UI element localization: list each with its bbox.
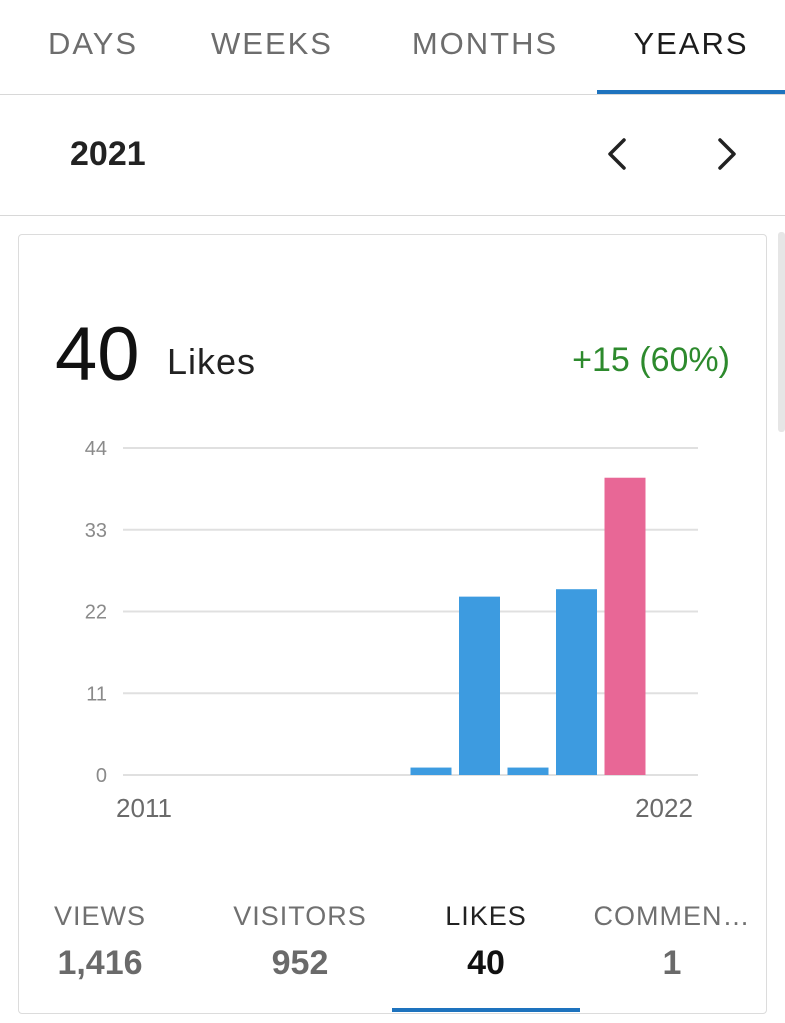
stat-likes-label: LIKES: [445, 901, 527, 931]
likes-bar-chart: 44 33 22 11 0 2011 2022: [85, 438, 698, 823]
next-period-button[interactable]: [704, 131, 750, 177]
summary-value: 40: [55, 312, 140, 397]
bar-2017[interactable]: [410, 767, 452, 775]
active-tab-indicator: [597, 90, 785, 94]
active-stat-indicator: [392, 1008, 580, 1012]
stat-visitors[interactable]: VISITORS 952: [215, 901, 385, 983]
stat-views-label: VIEWS: [53, 901, 146, 931]
y-tick-label: 44: [85, 438, 107, 460]
previous-period-button[interactable]: [594, 131, 640, 177]
chevron-left-icon: [608, 138, 626, 170]
bar-2021[interactable]: [604, 477, 646, 775]
x-tick-label-end: 2022: [635, 793, 693, 823]
tab-weeks[interactable]: WEEKS: [211, 26, 333, 61]
y-tick-label: 22: [85, 602, 107, 624]
y-tick-label: 11: [86, 683, 107, 705]
x-tick-label-start: 2011: [116, 793, 172, 823]
scrollbar[interactable]: [778, 232, 785, 432]
stat-comments[interactable]: COMMEN… 1: [587, 901, 757, 983]
tab-days[interactable]: DAYS: [47, 26, 139, 61]
y-tick-label: 33: [85, 520, 107, 542]
summary-unit: Likes: [167, 341, 257, 382]
chevron-right-icon: [718, 138, 736, 170]
period-navigation: 2021: [0, 95, 785, 216]
stat-visitors-label: VISITORS: [233, 901, 367, 931]
period-label: 2021: [70, 135, 146, 173]
stats-card: 40 Likes +15 (60%) 44 33 22 11 0 2011 2022 VIE…: [18, 234, 767, 1014]
stat-visitors-value: 952: [271, 944, 329, 982]
stat-comments-value: 1: [662, 944, 682, 982]
y-tick-label: 0: [96, 765, 107, 787]
tab-months[interactable]: MONTHS: [411, 26, 559, 61]
bar-2018[interactable]: [459, 596, 500, 775]
bar-2019[interactable]: [507, 767, 549, 775]
bar-2020[interactable]: [556, 589, 597, 775]
stat-likes[interactable]: LIKES 40: [401, 901, 571, 983]
tab-years[interactable]: YEARS: [633, 26, 749, 61]
period-tabs: DAYS WEEKS MONTHS YEARS: [0, 0, 785, 95]
stat-comments-label: COMMEN…: [593, 901, 751, 931]
stat-likes-value: 40: [467, 944, 505, 982]
summary-delta: +15 (60%): [572, 341, 730, 379]
stat-views[interactable]: VIEWS 1,416: [15, 901, 185, 983]
stat-views-value: 1,416: [57, 944, 143, 982]
